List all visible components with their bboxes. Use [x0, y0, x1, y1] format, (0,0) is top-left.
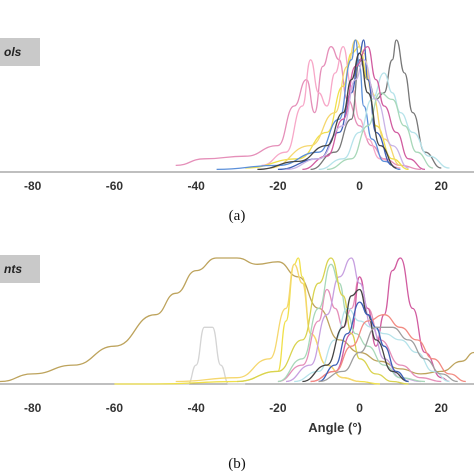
panel-a-caption: (a) — [229, 208, 246, 224]
panel-a-tick-label: -80 — [24, 179, 42, 193]
panel-b-series-line-7 — [285, 257, 421, 383]
panel-b-series-line-13 — [318, 301, 409, 383]
panel-b-tick-label: 0 — [356, 401, 363, 415]
panel-b-caption: (b) — [228, 456, 246, 472]
panel-b-tick-label: -80 — [24, 401, 42, 415]
panel-b-tick-label: -20 — [269, 401, 287, 415]
panel-a-series-line-2 — [261, 45, 401, 169]
panel-a-series-line-6 — [216, 39, 401, 171]
panel-a-tag: ols — [0, 38, 40, 66]
panel-b-series-line-12 — [310, 314, 466, 383]
panel-a-tick-label: -60 — [106, 179, 124, 193]
panel-b-tag-text: nts — [4, 262, 22, 276]
panel-a-plot: -80 -60 -40 -20 0 20 — [0, 39, 474, 193]
panel-a-series-line-9 — [326, 92, 434, 171]
panel-b-tag: nts — [0, 255, 40, 283]
panel-a-tick-label: -20 — [269, 179, 287, 193]
panel-a-series-line-10 — [302, 45, 426, 171]
panel-a-tick-label: 20 — [435, 179, 449, 193]
panel-b-plot: -80 -60 -40 -20 0 20 Angle (°) — [0, 257, 474, 435]
panel-b-series-line-4 — [175, 263, 360, 383]
panel-b-tick-label: -40 — [187, 401, 205, 415]
panel-a-series-line-3 — [310, 39, 442, 171]
panel-b-x-axis-label: Angle (°) — [308, 420, 362, 435]
panel-b-series-line-1 — [0, 257, 474, 383]
panel-b-series-line-9 — [236, 257, 409, 385]
panel-a-tick-label: 0 — [356, 179, 363, 193]
panel-a-tick-label: -40 — [187, 179, 205, 193]
panel-b-series-line-8 — [277, 263, 426, 383]
panel-a-series-line-11 — [285, 59, 409, 171]
panel-a-series-line-8 — [318, 72, 450, 171]
panel-b-tick-label: -60 — [106, 401, 124, 415]
panel-b-series-line-14 — [318, 326, 458, 383]
panel-b-series-line-11 — [302, 288, 409, 383]
panel-b-series-line-2 — [163, 326, 246, 385]
panel-b-tick-label: 20 — [435, 401, 449, 415]
panel-a-tag-text: ols — [4, 45, 22, 59]
panel-a-series-line-12 — [257, 52, 397, 171]
panel-b-series-line-5 — [277, 276, 442, 383]
